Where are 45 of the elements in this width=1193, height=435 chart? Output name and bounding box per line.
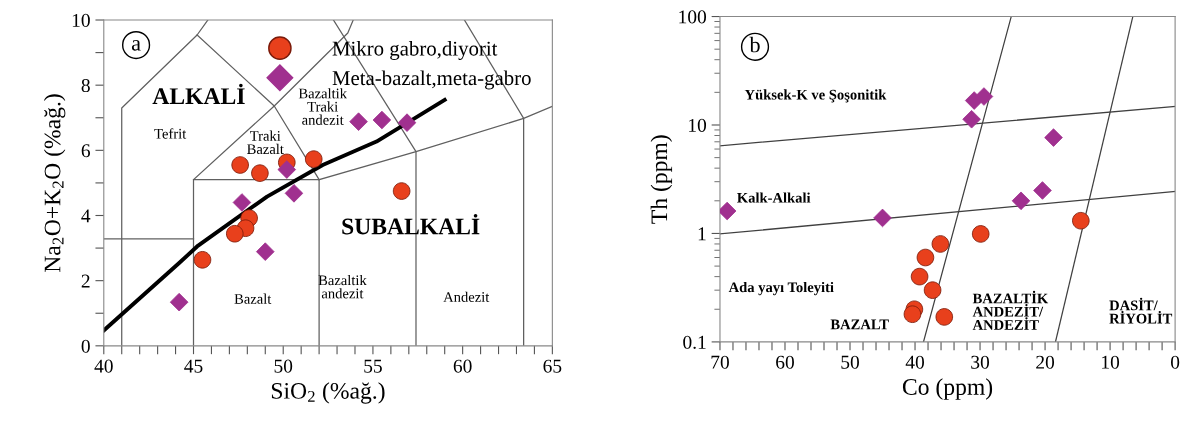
annotation: Bazalt [234,293,272,304]
x-tick-label: 60 [453,359,472,373]
y-tick-label: 10 [689,118,707,132]
y-tick-label: 8 [81,78,90,93]
annotation: Kalk-Alkali [737,192,811,203]
annotation: BAZALTİK ANDEZİT/ ANDEZİT [972,290,1049,330]
annotation: Bazaltik Traki andezit [298,88,347,125]
y-axis-title: Na$_{2}$O+K$_{2}$O (%ağ.) [43,94,66,273]
x-tick-label: 60 [776,355,794,369]
x-axis-title: SiO$_{2}$ (%ağ.) [271,382,385,404]
x-tick-label: 20 [1036,355,1055,369]
y-tick-label: 0 [81,339,90,353]
x-tick-label: 50 [274,359,293,373]
x-tick-label: 0 [1170,355,1180,369]
x-tick-label: 45 [184,359,203,373]
annotation: SUBALKALİ [342,214,480,235]
annotation: Andezit [443,291,490,302]
y-tick-label: 0.1 [683,335,706,349]
x-tick-label: 30 [971,355,990,369]
x-tick-label: 40 [94,359,113,373]
x-axis-title: Co (ppm) [902,378,993,400]
annotation: a [131,40,141,51]
annotation: Yüksek-K ve Şoşonitik [744,89,887,103]
annotation: Tefrit [154,128,187,139]
annotation: Ada yayı Toleyiti [728,281,834,296]
annotation: ALKALİ [152,83,245,104]
y-tick-label: 10 [72,13,90,27]
legend-label: Mikro gabro,diyorit [332,40,498,60]
y-tick-label: 100 [679,10,707,24]
y-tick-label: 1 [698,227,706,241]
x-tick-label: 50 [841,355,859,369]
annotation: Bazaltik andezit [318,274,367,299]
x-tick-label: 55 [364,359,382,373]
annotation: b [749,36,760,53]
x-tick-label: 40 [905,355,925,369]
y-tick-label: 6 [81,144,91,158]
x-tick-label: 10 [1102,355,1120,369]
y-axis-title: Th (ppm) [650,135,673,224]
y-tick-label: 4 [81,209,91,223]
x-tick-label: 70 [711,355,729,369]
annotation: Traki Bazalt [247,130,284,155]
x-tick-label: 65 [543,359,562,373]
y-tick-label: 2 [81,274,90,288]
annotation: BAZALT [830,319,889,330]
annotation: DASİT/ RİYOLİT [1109,297,1173,324]
